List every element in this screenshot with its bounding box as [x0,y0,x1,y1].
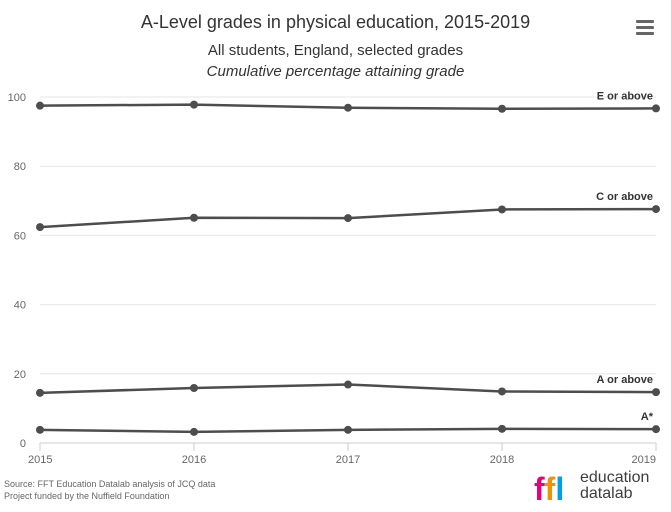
y-tick-label: 100 [8,92,26,104]
x-tick-label: 2019 [632,454,656,466]
menu-icon[interactable] [636,20,654,36]
y-tick-label: 80 [14,161,26,173]
data-point [652,104,660,113]
data-point [344,214,352,223]
series-label: C or above [596,191,653,203]
menu-bar [636,26,654,29]
series-label: A* [641,411,654,423]
source-line: Source: FFT Education Datalab analysis o… [4,479,216,489]
chart-subtitle-italic: Cumulative percentage attaining grade [206,63,465,80]
x-tick-label: 2017 [336,454,360,466]
x-axis-ticks: 2015 2016 2017 2018 2019 [28,443,657,466]
y-tick-label: 0 [20,438,26,450]
data-point [190,427,198,436]
y-tick-label: 60 [14,230,26,242]
source-note: Source: FFT Education Datalab analysis o… [4,478,215,502]
logo-line-2: datalab [580,485,633,502]
logo-letter: f [545,471,556,506]
data-point [498,424,506,433]
series-lines [36,100,660,436]
data-point [344,103,352,112]
chart-title: A-Level grades in physical education, 20… [140,12,531,32]
funding-line: Project funded by the Nuffield Foundatio… [4,491,170,501]
logo-line-1: education [580,469,650,486]
data-point [344,380,352,389]
fft-datalab-logo: ffl education datalab [534,470,666,508]
y-axis-ticks: 0 20 40 60 80 100 [8,92,26,450]
series-labels: E or above C or above A or above A* [596,90,654,423]
y-tick-label: 20 [14,369,26,381]
data-point [36,101,44,110]
data-point [190,100,198,109]
x-tick-label: 2015 [28,454,52,466]
data-point [36,425,44,434]
x-tick-label: 2018 [490,454,514,466]
data-point [498,205,506,214]
y-tick-label: 40 [14,300,26,312]
series-label: E or above [597,90,653,102]
menu-bar [636,32,654,35]
x-tick-label: 2016 [182,454,206,466]
data-point [652,425,660,434]
data-point [652,388,660,397]
data-point [190,213,198,222]
data-point [36,388,44,397]
logo-text: education datalab [580,470,649,502]
logo-mark: ffl [534,471,564,507]
data-point [652,205,660,214]
data-point [344,425,352,434]
series-label: A or above [597,374,653,386]
svg-text:ffl: ffl [534,471,564,506]
logo-letter: f [534,471,545,506]
data-point [36,223,44,232]
menu-bar [636,20,654,23]
logo-letter: l [555,471,564,506]
data-point [498,387,506,396]
data-point [190,383,198,392]
data-point [498,104,506,113]
chart-subtitle: All students, England, selected grades [207,42,464,59]
